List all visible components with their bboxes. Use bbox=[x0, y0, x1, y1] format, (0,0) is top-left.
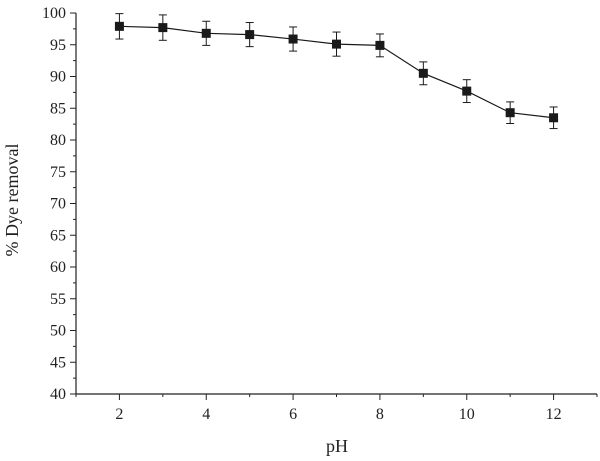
x-tick-label: 10 bbox=[459, 406, 475, 423]
y-tick-label: 100 bbox=[42, 5, 66, 22]
data-point bbox=[245, 30, 255, 40]
x-tick-label: 6 bbox=[289, 406, 297, 423]
y-tick-label: 55 bbox=[50, 291, 66, 308]
y-tick-label: 70 bbox=[50, 196, 66, 213]
y-tick-label: 80 bbox=[50, 132, 66, 149]
x-tick-label: 2 bbox=[115, 406, 123, 423]
data-point bbox=[114, 21, 124, 31]
y-tick-label: 90 bbox=[50, 69, 66, 86]
data-point bbox=[332, 39, 341, 49]
x-tick-label: 8 bbox=[376, 406, 384, 423]
y-tick-label: 65 bbox=[50, 227, 66, 244]
y-tick-label: 60 bbox=[50, 259, 66, 276]
data-point bbox=[505, 108, 515, 118]
x-tick-label: 4 bbox=[202, 406, 210, 423]
ticks: 40 45 50 55 60 65 70 75 80 85 90 95 100 2 4 6 8 10 12 bbox=[42, 5, 598, 423]
data-point bbox=[549, 113, 559, 123]
y-tick-label: 85 bbox=[50, 100, 66, 117]
data-point bbox=[375, 40, 385, 50]
data-point bbox=[158, 23, 168, 33]
data-point bbox=[288, 34, 298, 44]
y-tick-label: 75 bbox=[50, 164, 66, 181]
y-tick-label: 50 bbox=[50, 323, 66, 340]
y-axis-label: % Dye removal bbox=[2, 144, 22, 257]
x-axis-label: pH bbox=[326, 436, 348, 456]
y-tick-label: 95 bbox=[50, 37, 66, 54]
y-tick-label: 45 bbox=[50, 354, 66, 371]
axes bbox=[75, 13, 597, 395]
x-tick-label: 12 bbox=[546, 406, 562, 423]
data-point bbox=[462, 86, 472, 96]
data-point bbox=[201, 28, 211, 38]
y-tick-label: 40 bbox=[50, 386, 66, 403]
data-point bbox=[418, 68, 428, 78]
plot-area bbox=[114, 13, 559, 130]
